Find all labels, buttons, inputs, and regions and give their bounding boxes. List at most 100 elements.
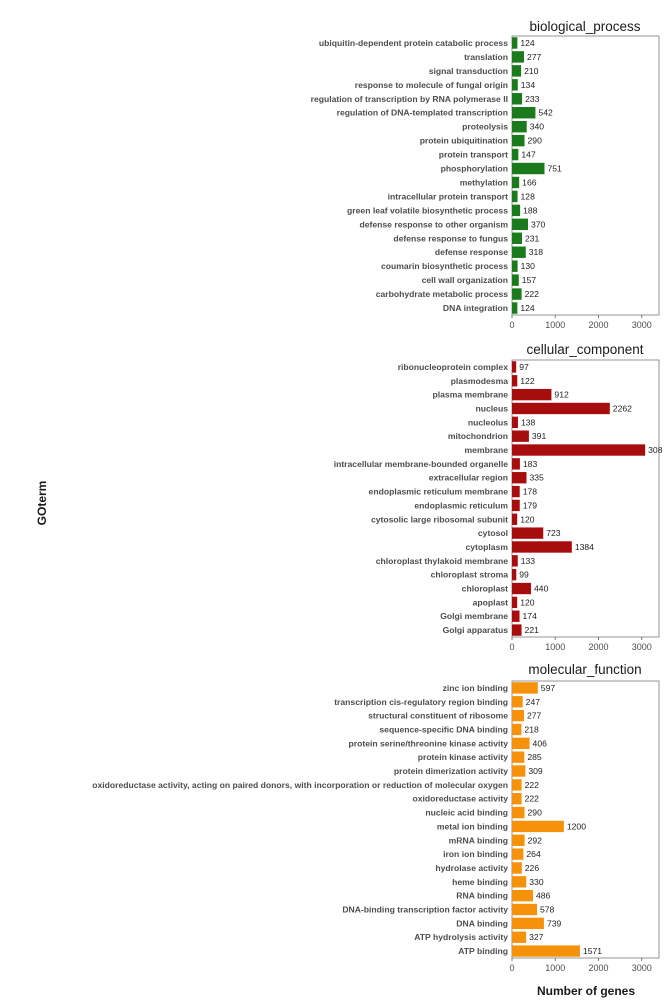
category-label: protein kinase activity bbox=[418, 752, 508, 762]
category-label: response to molecule of fungal origin bbox=[355, 80, 508, 90]
category-label: heme binding bbox=[452, 877, 508, 887]
x-tick-label: 0 bbox=[509, 320, 514, 330]
category-label: carbohydrate metabolic process bbox=[376, 289, 509, 299]
panel-title: cellular_component bbox=[526, 342, 643, 357]
category-label: defense response bbox=[435, 247, 508, 257]
bar-value-label: 277 bbox=[527, 52, 542, 62]
category-label: zinc ion binding bbox=[443, 683, 508, 693]
category-label: hydrolase activity bbox=[435, 863, 508, 873]
bar bbox=[512, 527, 544, 539]
bar bbox=[512, 361, 517, 373]
category-label: plasmodesma bbox=[451, 376, 509, 386]
bar bbox=[512, 737, 530, 750]
bar bbox=[512, 848, 524, 860]
bar bbox=[512, 388, 552, 401]
panel-title: biological_process bbox=[529, 19, 640, 34]
bar bbox=[512, 134, 525, 147]
bar bbox=[512, 596, 518, 609]
category-label: DNA binding bbox=[456, 918, 508, 928]
category-label: ribonucleoprotein complex bbox=[398, 362, 509, 372]
bar-value-label: 440 bbox=[534, 584, 549, 594]
bar bbox=[512, 682, 538, 694]
bar bbox=[512, 568, 517, 581]
bar bbox=[512, 499, 520, 512]
bar bbox=[512, 65, 522, 77]
category-label: nucleolus bbox=[468, 417, 508, 427]
category-label: regulation of DNA-templated transcriptio… bbox=[337, 108, 508, 118]
bar-value-label: 174 bbox=[523, 611, 538, 621]
category-label: defense response to other organism bbox=[359, 219, 508, 229]
bar-value-label: 2262 bbox=[613, 403, 632, 413]
bar bbox=[512, 472, 527, 484]
category-label: oxidoreductase activity, acting on paire… bbox=[92, 780, 508, 790]
category-label: ATP hydrolysis activity bbox=[414, 932, 508, 942]
bar-value-label: 222 bbox=[525, 794, 540, 804]
category-label: Golgi membrane bbox=[440, 611, 508, 621]
bar-value-label: 335 bbox=[529, 473, 544, 483]
bar-value-label: 130 bbox=[521, 261, 536, 271]
category-label: protein ubiquitination bbox=[420, 136, 508, 146]
bar-value-label: 309 bbox=[528, 766, 543, 776]
bar-value-label: 292 bbox=[528, 835, 543, 845]
x-tick-label: 3000 bbox=[632, 963, 652, 973]
category-label: chloroplast stroma bbox=[431, 570, 509, 580]
panel-cellular-component: cellular_component ribonucleoprotein comp… bbox=[334, 342, 663, 652]
bar-value-label: 290 bbox=[528, 136, 543, 146]
bar bbox=[512, 51, 524, 63]
bar bbox=[512, 779, 522, 791]
bar bbox=[512, 93, 523, 105]
category-label: extracellular region bbox=[429, 473, 508, 483]
bar bbox=[512, 555, 518, 567]
x-tick-label: 2000 bbox=[588, 642, 608, 652]
bar bbox=[512, 120, 527, 133]
category-label: ATP binding bbox=[458, 946, 508, 956]
category-label: nucleus bbox=[476, 403, 509, 413]
category-label: coumarin biosynthetic process bbox=[381, 261, 508, 271]
bar bbox=[512, 820, 564, 833]
bar bbox=[512, 79, 518, 91]
bar bbox=[512, 218, 528, 231]
bar bbox=[512, 541, 572, 553]
category-label: cell wall organization bbox=[422, 275, 508, 285]
bar bbox=[512, 945, 580, 957]
category-label: defense response to fungus bbox=[393, 233, 508, 243]
bar bbox=[512, 274, 519, 286]
bar-value-label: 406 bbox=[533, 738, 548, 748]
category-label: structural constituent of ribosome bbox=[368, 711, 508, 721]
x-tick-label: 3000 bbox=[632, 320, 652, 330]
bar-value-label: 124 bbox=[520, 303, 535, 313]
category-label: metal ion binding bbox=[437, 821, 508, 831]
plot-frame bbox=[511, 680, 660, 959]
bar-value-label: 128 bbox=[521, 191, 536, 201]
bar-value-label: 285 bbox=[527, 752, 542, 762]
bar bbox=[512, 696, 523, 708]
category-label: translation bbox=[464, 52, 508, 62]
bar bbox=[512, 513, 518, 525]
bar bbox=[512, 610, 520, 622]
x-tick-label: 1000 bbox=[545, 963, 565, 973]
bar bbox=[512, 148, 519, 161]
category-label: ubiquitin-dependent protein catabolic pr… bbox=[319, 38, 508, 48]
bar-value-label: 1384 bbox=[575, 542, 594, 552]
bar-value-label: 210 bbox=[524, 66, 539, 76]
bar-value-label: 308 bbox=[648, 445, 663, 455]
bar-value-label: 290 bbox=[528, 808, 543, 818]
category-label: cytoplasm bbox=[465, 542, 508, 552]
bar-value-label: 277 bbox=[527, 711, 542, 721]
bar-value-label: 318 bbox=[529, 247, 544, 257]
category-label: methylation bbox=[460, 177, 508, 187]
category-label: mitochondrion bbox=[448, 431, 508, 441]
bar bbox=[512, 232, 522, 244]
x-tick-label: 3000 bbox=[632, 642, 652, 652]
bar-value-label: 124 bbox=[520, 38, 535, 48]
bar bbox=[512, 903, 537, 916]
bar-value-label: 370 bbox=[531, 219, 546, 229]
x-tick-label: 2000 bbox=[588, 963, 608, 973]
plot-frame bbox=[511, 359, 660, 638]
category-label: cytosol bbox=[478, 528, 508, 538]
category-label: Golgi apparatus bbox=[443, 625, 509, 635]
category-label: iron ion binding bbox=[443, 849, 508, 859]
y-axis-title: GOterm bbox=[35, 481, 49, 526]
bar bbox=[512, 862, 522, 874]
